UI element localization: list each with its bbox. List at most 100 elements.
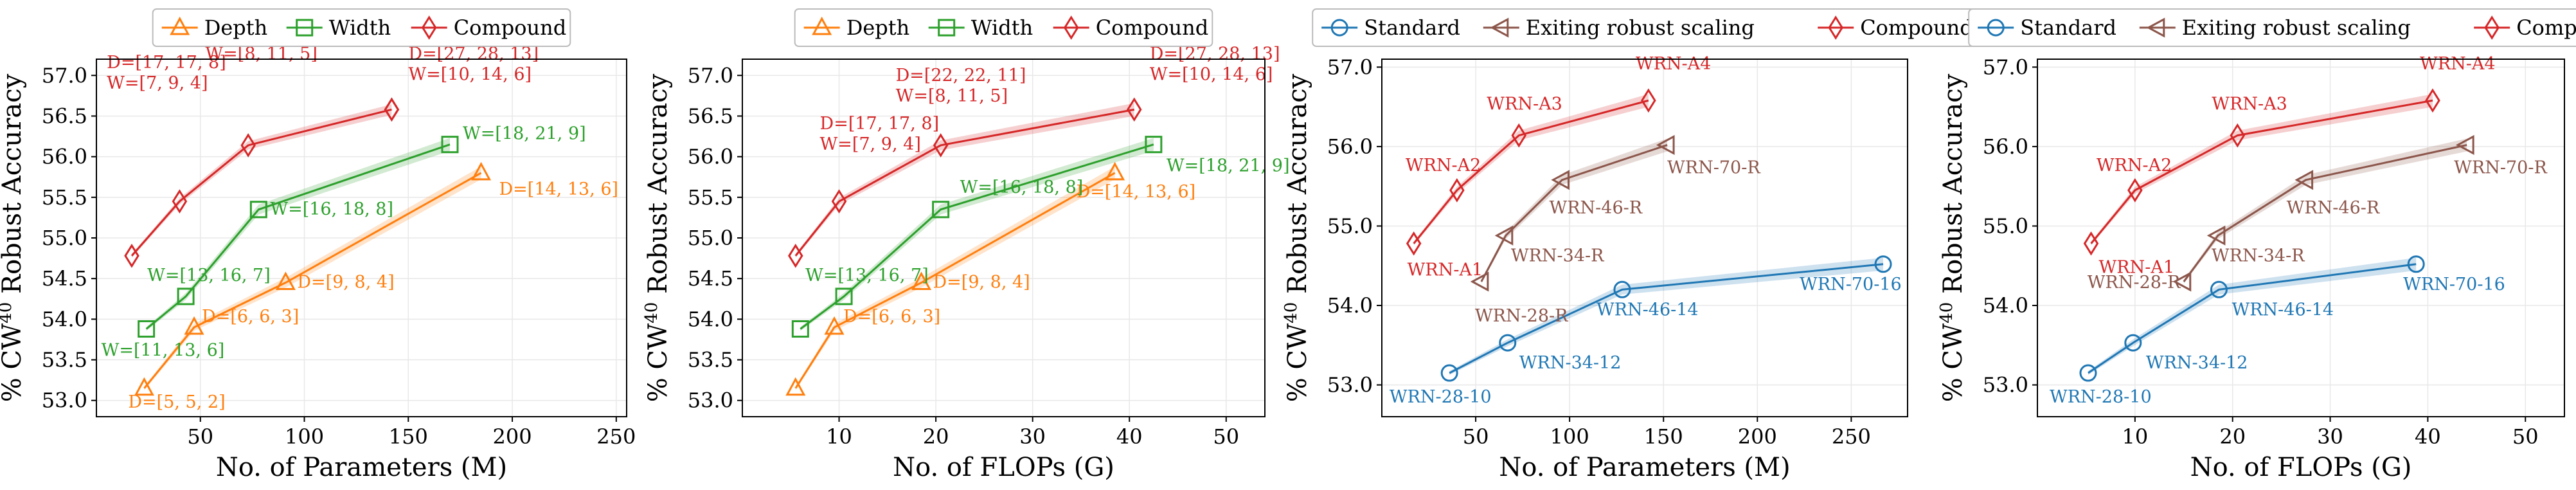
data-label-exiting: WRN-70-R — [1667, 158, 1760, 177]
point-compound — [2083, 231, 2099, 256]
data-label-compound: WRN-A1 — [2099, 258, 2175, 278]
data-label-exiting: WRN-28-R — [2088, 273, 2181, 293]
x-axis-label: No. of Parameters (M) — [1499, 453, 1790, 482]
data-label-compound: WRN-A3 — [2212, 95, 2287, 114]
legend-label-depth: Depth — [846, 15, 910, 40]
point-standard — [2124, 334, 2142, 352]
point-compound — [831, 189, 847, 213]
legend-marker-exiting — [1490, 17, 1509, 38]
data-label-compound: WRN-A3 — [1487, 95, 1562, 114]
point-depth — [471, 161, 492, 181]
y-tick-label: 54.0 — [1983, 293, 2028, 318]
legend-label-exiting: Exiting robust scaling — [2182, 15, 2411, 40]
y-tick-label: 56.0 — [688, 145, 733, 169]
legend-marker-compound — [1828, 15, 1843, 40]
point-width — [932, 201, 950, 219]
data-label-width: W=[11, 13, 6] — [102, 341, 225, 361]
data-label-exiting: WRN-46-R — [1549, 198, 1642, 218]
series-line-compound — [130, 108, 392, 257]
series-band-depth — [795, 166, 1115, 390]
legend-marker-width — [938, 19, 956, 37]
legend-label-compound: Compound — [1860, 15, 1973, 40]
series-line-depth — [143, 172, 482, 389]
point-exiting — [1470, 271, 1489, 292]
point-width — [1145, 136, 1163, 154]
series-band-compound — [1413, 94, 1649, 246]
legend-marker-depth — [170, 16, 190, 35]
y-tick-label: 53.5 — [42, 348, 87, 372]
x-tick-label: 150 — [389, 424, 428, 449]
y-axis-label: % CW40 Robust Accuracy — [0, 73, 27, 402]
legend-label-compound: Compound — [454, 15, 567, 40]
x-tick-label: 30 — [2317, 424, 2343, 449]
point-width — [177, 287, 195, 305]
point-depth — [275, 271, 296, 290]
y-tick-label: 53.0 — [688, 388, 733, 413]
data-label-depth: D=[6, 6, 3] — [843, 307, 940, 327]
x-tick-label: 250 — [1832, 424, 1871, 449]
legend-box — [794, 8, 1213, 47]
point-compound — [2230, 123, 2246, 148]
series-band-width — [146, 138, 450, 331]
x-tick-label: 40 — [1116, 424, 1143, 449]
x-axis-label: No. of Parameters (M) — [216, 453, 507, 482]
y-tick-label: 55.5 — [688, 185, 733, 210]
chart-panel-1: D=[5, 5, 2] D=[6, 6, 3] D=[9, 8, 4] D=[14, … — [0, 8, 636, 482]
point-width — [441, 136, 459, 154]
y-tick-label: 55.0 — [688, 226, 733, 250]
legend-marker-compound — [421, 15, 437, 40]
point-compound — [2425, 88, 2440, 113]
point-compound — [384, 97, 400, 122]
data-label-exiting: WRN-34-R — [1511, 246, 1604, 266]
data-label-depth: D=[9, 8, 4] — [297, 273, 394, 293]
point-exiting — [1551, 170, 1570, 190]
y-tick-label: 55.5 — [42, 185, 87, 210]
series-line-exiting — [1480, 144, 1668, 282]
point-standard — [1440, 364, 1458, 382]
data-label-exiting: WRN-28-R — [1475, 306, 1568, 326]
point-exiting — [1494, 225, 1514, 246]
data-label-exiting: WRN-70-R — [2454, 158, 2547, 177]
data-label-depth: D=[5, 5, 2] — [128, 392, 225, 412]
point-standard — [1499, 334, 1517, 352]
data-label-standard: WRN-28-10 — [2050, 387, 2152, 407]
x-tick-label: 40 — [2415, 424, 2441, 449]
point-exiting — [1656, 134, 1675, 155]
data-label-compound: WRN-A1 — [1408, 260, 1483, 280]
x-tick-label: 50 — [1213, 424, 1239, 449]
data-label-standard: WRN-46-14 — [1597, 300, 1699, 320]
legend-label-width: Width — [971, 15, 1033, 40]
point-compound — [172, 189, 188, 213]
data-label-width: W=[13, 16, 7] — [805, 266, 929, 286]
chart-panel-3: WRN-28-10 WRN-34-12 WRN-46-14 WRN-70-16 WRN-… — [1282, 8, 1978, 482]
data-label-compound: D=[17, 17, 8] W=[7, 9, 4] — [820, 114, 940, 154]
point-standard — [1874, 255, 1892, 273]
data-label-width: W=[16, 18, 8] — [960, 177, 1084, 197]
legend-box — [1968, 8, 2576, 47]
point-exiting — [2455, 134, 2474, 155]
legend-box — [152, 8, 571, 47]
point-compound — [1511, 123, 1527, 148]
legend-3: Standard Exiting robust scaling Compound — [1312, 8, 1978, 47]
data-label-depth: D=[9, 8, 4] — [933, 273, 1030, 293]
series-line-depth — [794, 172, 1116, 389]
point-width — [791, 320, 809, 338]
y-tick-label: 57.0 — [42, 63, 87, 87]
x-tick-label: 10 — [826, 424, 852, 449]
series-band-compound — [2091, 94, 2433, 246]
point-exiting — [2172, 271, 2192, 292]
series-band-standard — [2088, 257, 2417, 376]
data-label-compound: D=[22, 22, 11]W=[8, 11, 5] — [896, 66, 1026, 106]
data-label-standard: WRN-34-12 — [1519, 353, 1622, 373]
series-line-standard — [1449, 263, 1884, 374]
legend-marker-compound — [2484, 15, 2500, 40]
series-band-width — [800, 138, 1154, 331]
y-axis-label: % CW40 Robust Accuracy — [1937, 73, 1968, 402]
y-tick-label: 55.0 — [42, 226, 87, 250]
y-tick-label: 53.5 — [688, 348, 733, 372]
y-tick-label: 54.0 — [688, 307, 733, 331]
axes-frame — [1381, 59, 1908, 417]
x-tick-label: 50 — [2512, 424, 2539, 449]
point-depth — [824, 316, 845, 335]
